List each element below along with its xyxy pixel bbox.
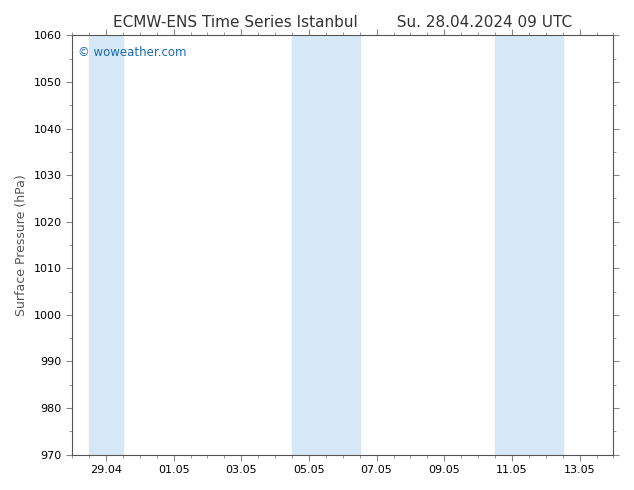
- Y-axis label: Surface Pressure (hPa): Surface Pressure (hPa): [15, 174, 28, 316]
- Bar: [495, 35, 563, 455]
- Bar: [292, 35, 359, 455]
- Text: © woweather.com: © woweather.com: [77, 46, 186, 59]
- Bar: [89, 35, 123, 455]
- Title: ECMW-ENS Time Series Istanbul        Su. 28.04.2024 09 UTC: ECMW-ENS Time Series Istanbul Su. 28.04.…: [113, 15, 573, 30]
